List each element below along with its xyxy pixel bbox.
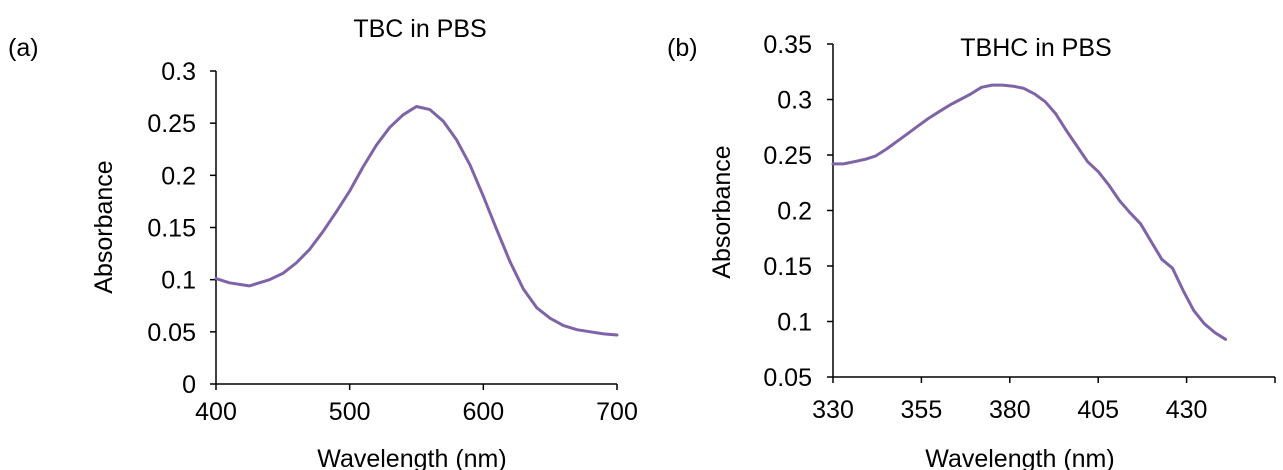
x-tick-label-b: 430 [1166,396,1208,424]
x-axis-title-a: Wavelength (nm) [317,445,506,470]
series-line-a [214,105,619,337]
y-axis-title-a: Absorbance [90,160,118,293]
x-tick-label-b: 330 [812,396,854,424]
chart-title-b: TBHC in PBS [960,34,1111,62]
y-axis-a: 0 0.05 0.1 0.15 0.2 0.25 0.3 Absorbance [90,58,217,399]
y-tick-label-a: 0.2 [161,162,196,190]
y-tick-label-a: 0.05 [147,319,196,347]
y-tick-label-a: 0 [182,371,196,399]
y-tick-label-b: 0.1 [777,309,812,337]
panel-label-b: (b) [667,34,698,62]
x-tick-label-b: 405 [1077,396,1119,424]
y-tick-label-b: 0.35 [763,31,812,59]
y-tick-label-b: 0.2 [777,198,812,226]
panel-label-a: (a) [8,34,39,62]
x-axis-title-b: Wavelength (nm) [925,445,1114,470]
y-axis-b: 0.05 0.1 0.15 0.2 0.25 0.3 0.35 Absorbance [708,31,834,392]
x-tick-label-a: 700 [596,398,638,426]
chart-title-a: TBC in PBS [353,15,486,43]
y-tick-label-a: 0.3 [161,58,196,86]
y-tick-label-a: 0.1 [161,267,196,295]
x-axis-b: 330 355 380 405 430 Wavelength (nm) [812,376,1276,470]
chart-panel-a: (a) TBC in PBS 0 0.05 0.1 0.15 0.2 0.25 0.3 Ab… [8,15,638,470]
x-tick-label-b: 355 [901,396,943,424]
y-tick-label-b: 0.05 [763,364,812,392]
x-tick-label-a: 500 [329,398,371,426]
x-tick-label-a: 600 [462,398,504,426]
y-tick-label-a: 0.15 [147,215,196,243]
series-line-b [831,83,1227,341]
x-axis-a: 400 500 600 700 Wavelength (nm) [195,383,638,470]
y-tick-label-b: 0.25 [763,142,812,170]
y-axis-title-b: Absorbance [708,145,736,278]
y-tick-label-b: 0.15 [763,253,812,281]
chart-panel-b: (b) TBHC in PBS 0.05 0.1 0.15 0.2 0.25 0.3 0.3… [667,31,1276,470]
y-tick-label-b: 0.3 [777,87,812,115]
y-tick-label-a: 0.25 [147,110,196,138]
x-tick-label-b: 380 [989,396,1031,424]
x-tick-label-a: 400 [195,398,237,426]
